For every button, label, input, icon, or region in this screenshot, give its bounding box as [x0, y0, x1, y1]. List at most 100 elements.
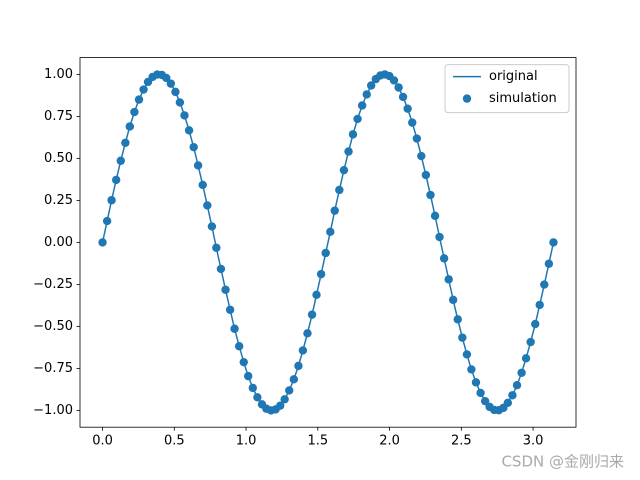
scatter-point [307, 310, 317, 319]
scatter-point [312, 290, 321, 300]
scatter-point [517, 368, 526, 377]
scatter-point [316, 269, 326, 279]
scatter-point [189, 142, 198, 152]
scatter-point [458, 333, 467, 342]
scatter-point [125, 122, 135, 131]
y-tick-label: 0.75 [44, 109, 73, 124]
scatter-point [203, 201, 212, 210]
y-tick-label: 0.00 [44, 235, 73, 250]
scatter-point [394, 83, 403, 92]
scatter-point [198, 180, 207, 190]
y-tick-label: −1.00 [33, 403, 73, 418]
scatter-point [321, 248, 330, 258]
scatter-point [430, 211, 440, 221]
legend-label: original [489, 69, 538, 84]
scatter-point [540, 280, 549, 289]
scatter-point [549, 238, 558, 247]
scatter-point [162, 73, 171, 83]
scatter-point [357, 101, 367, 110]
scatter-point [435, 232, 444, 242]
scatter-point [134, 95, 144, 104]
x-tick-label: 1.0 [236, 434, 257, 449]
scatter-point [408, 118, 417, 127]
y-tick-label: 1.00 [44, 67, 73, 82]
x-tick-label: 2.5 [451, 434, 472, 449]
scatter-point [239, 357, 248, 367]
y-tick-label: −0.25 [33, 277, 73, 292]
scatter-point [139, 85, 148, 94]
scatter-point [221, 285, 230, 294]
scatter-point [448, 295, 458, 305]
scatter-point [476, 388, 485, 398]
scatter-point [330, 206, 339, 215]
scatter-point [116, 156, 125, 165]
scatter-point [444, 275, 453, 284]
scatter-point [289, 375, 299, 384]
y-tick-label: 0.50 [44, 151, 73, 166]
scatter-point [207, 222, 217, 231]
scatter-point [412, 134, 422, 143]
scatter-point [417, 151, 426, 161]
x-tick-label: 3.0 [523, 434, 544, 449]
scatter-point [225, 305, 235, 314]
scatter-point [512, 381, 522, 390]
scatter-point [244, 371, 253, 381]
y-tick-label: −0.75 [33, 361, 73, 376]
scatter-point [184, 126, 194, 135]
plot-frame [79, 57, 577, 428]
scatter-point [471, 378, 481, 387]
scatter-point [544, 259, 554, 268]
scatter-point [212, 243, 221, 252]
line [101, 73, 555, 412]
scatter-point [348, 130, 358, 139]
y-tick-label: −0.50 [33, 319, 73, 334]
scatter-point [335, 185, 344, 195]
scatter-point [175, 98, 185, 107]
scatter-point [421, 170, 431, 180]
scatter-point [230, 324, 239, 333]
watermark: CSDN @金刚归来 [501, 453, 624, 471]
scatter-point [166, 79, 176, 88]
scatter-point [285, 386, 294, 395]
scatter-point [503, 398, 513, 408]
scatter-point [121, 138, 130, 147]
scatter-point [353, 114, 362, 124]
scatter-point [439, 254, 449, 263]
x-tick-label: 2.0 [379, 434, 400, 449]
scatter-point [280, 395, 289, 404]
scatter-point [426, 190, 435, 200]
scatter-point [298, 346, 308, 355]
scatter-point [102, 216, 112, 226]
scatter-point [294, 361, 303, 371]
scatter-point [508, 391, 517, 400]
scatter-point [326, 227, 335, 237]
scatter-point [531, 319, 540, 329]
scatter-point [535, 300, 544, 310]
scatter-point [398, 92, 408, 102]
scatter-point [521, 354, 531, 363]
scatter-point [171, 87, 180, 97]
scatter-point [180, 111, 189, 120]
scatter-point [253, 393, 262, 402]
scatter-point [362, 90, 371, 99]
scatter-point [107, 196, 116, 205]
scatter-point [366, 81, 376, 90]
legend-label: simulation [489, 91, 557, 106]
scatter-point [453, 315, 462, 324]
scatter-point [234, 342, 244, 351]
scatter-point [193, 161, 203, 170]
scatter-point [111, 175, 121, 185]
scatter-point [462, 350, 472, 359]
scatter-point [248, 383, 257, 393]
scatter-point [403, 104, 412, 113]
scatter-point [130, 107, 139, 117]
scatter-point [389, 76, 399, 85]
scatter-point [98, 238, 107, 247]
scatter-point [216, 264, 226, 274]
x-tick-label: 0.0 [92, 434, 113, 449]
x-tick-label: 0.5 [164, 434, 185, 449]
scatter-point [344, 147, 353, 156]
scatter-point [480, 396, 490, 406]
legend-marker [462, 94, 472, 103]
